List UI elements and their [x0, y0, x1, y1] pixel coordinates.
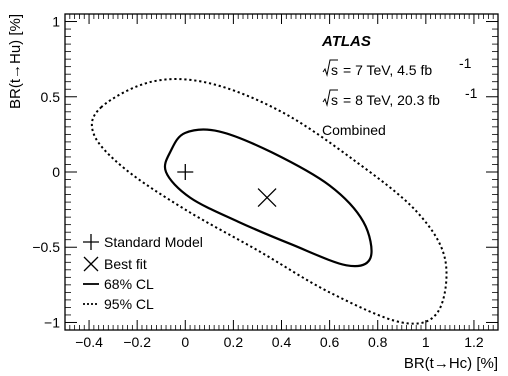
legend: Standard Model Best fit 68% CL 95% CL — [83, 234, 203, 312]
legend-entry-95cl: 95% CL — [83, 296, 154, 312]
y-tick-label: 0.5 — [41, 89, 61, 105]
x-axis-title: BR(t→Hc) [%] — [404, 355, 498, 372]
contour-68-cl — [163, 128, 373, 268]
legend-label-95cl: 95% CL — [104, 296, 154, 312]
legend-label-best-fit: Best fit — [104, 256, 147, 272]
y-tick-label: −0.5 — [32, 239, 60, 255]
contours — [90, 78, 448, 325]
x-tick-label: 0.8 — [368, 334, 388, 350]
energy-line-1: s = 7 TeV, 4.5 fb -1 — [322, 55, 472, 78]
plus-icon — [83, 234, 99, 250]
x-tick-label: 0.4 — [272, 334, 292, 350]
y-tick-label: 0 — [52, 164, 60, 180]
standard-model-marker — [177, 164, 194, 180]
cross-icon — [83, 256, 99, 272]
legend-label-68cl: 68% CL — [104, 276, 154, 292]
x-tick-label: −0.4 — [75, 334, 103, 350]
energy-text-1: = 7 TeV, 4.5 fb — [343, 62, 432, 78]
sqrt-sign-2 — [322, 89, 338, 107]
tick-marks — [64, 13, 499, 331]
x-tick-label: 0.2 — [224, 334, 244, 350]
atlas-label: ATLAS — [321, 33, 371, 50]
energy-line-2: s = 8 TeV, 20.3 fb -1 — [322, 85, 478, 108]
y-axis-title: BR(t→Hu) [%] — [7, 14, 24, 109]
y-tick-label: 1 — [52, 14, 60, 30]
y-tick-label: −1 — [44, 314, 60, 330]
x-tick-label: 1.2 — [464, 334, 484, 350]
energy-text-2: = 8 TeV, 20.3 fb — [343, 92, 440, 108]
x-tick-label: 0.6 — [320, 334, 340, 350]
x-tick-label: 1 — [422, 334, 430, 350]
sqrt-arg-2: s — [331, 92, 338, 108]
inv-fb-1: -1 — [459, 55, 472, 71]
y-tick-labels: −1 −0.5 0 0.5 1 — [32, 14, 60, 331]
x-tick-label: 0 — [181, 334, 189, 350]
sqrt-arg-1: s — [331, 62, 338, 78]
inv-fb-2: -1 — [465, 85, 478, 101]
best-fit-marker — [257, 188, 277, 208]
legend-entry-68cl: 68% CL — [83, 276, 154, 292]
markers — [177, 164, 277, 208]
x-tick-label: −0.2 — [123, 334, 151, 350]
legend-entry-standard-model: Standard Model — [83, 234, 203, 250]
legend-entry-best-fit: Best fit — [83, 256, 147, 272]
contour-95-cl — [90, 78, 448, 325]
x-tick-labels: −0.4 −0.2 0 0.2 0.4 0.6 0.8 1 1.2 — [75, 334, 484, 350]
legend-label-standard-model: Standard Model — [104, 234, 203, 250]
sqrt-sign-1 — [322, 59, 338, 77]
combined-label: Combined — [322, 122, 386, 138]
